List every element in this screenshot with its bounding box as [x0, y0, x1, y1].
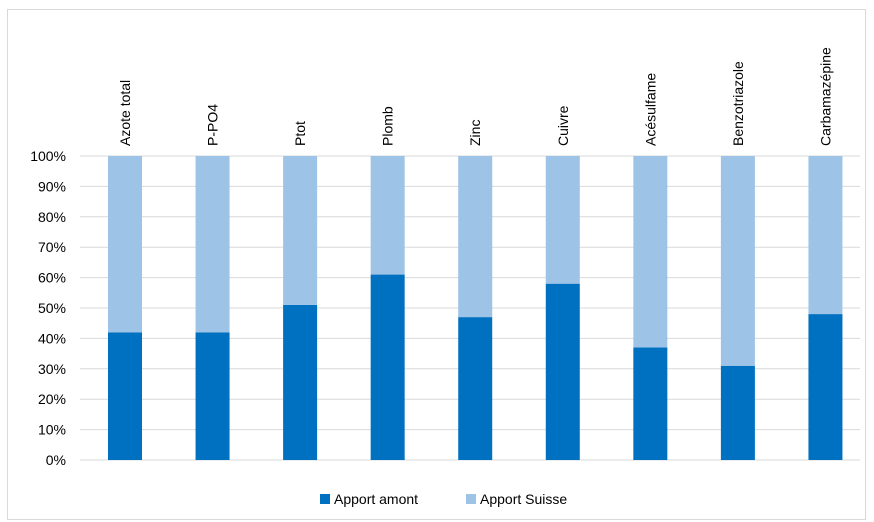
bar-segment-suisse: [370, 156, 405, 275]
y-tick-label: 0%: [46, 452, 66, 468]
y-tick-label: 50%: [38, 300, 66, 316]
bar-segment-suisse: [545, 156, 580, 284]
category-label: Benzotriazole: [730, 61, 746, 146]
category-label: Zinc: [467, 120, 483, 146]
bar-segment-amont: [545, 283, 580, 460]
legend: Apport amont Apport Suisse: [320, 491, 567, 507]
category-label: Plomb: [380, 106, 396, 146]
bar-segment-suisse: [283, 156, 318, 305]
category-label: Azote total: [117, 80, 133, 146]
bars: [108, 156, 843, 460]
y-tick-label: 30%: [38, 361, 66, 377]
legend-label: Apport Suisse: [480, 491, 567, 507]
bar-segment-suisse: [108, 156, 142, 333]
y-tick-label: 100%: [30, 148, 66, 164]
bar-segment-suisse: [458, 156, 493, 318]
y-tick-label: 80%: [38, 209, 66, 225]
bar-segment-amont: [633, 347, 668, 460]
y-axis: 0% 10% 20% 30% 40% 50% 60% 70% 80% 90% 100%: [30, 148, 66, 468]
category-label: Ptot: [292, 121, 308, 146]
y-tick-label: 10%: [38, 422, 66, 438]
y-tick-label: 70%: [38, 239, 66, 255]
bar-segment-amont: [808, 314, 843, 460]
bar-segment-suisse: [633, 156, 668, 348]
legend-swatch: [466, 494, 476, 504]
bar-segment-amont: [370, 274, 405, 460]
bar-segment-amont: [458, 317, 493, 460]
y-tick-label: 90%: [38, 178, 66, 194]
category-labels: Azote total P-PO4 Ptot Plomb Zinc Cuivre Acésu…: [117, 47, 833, 146]
bar-segment-amont: [195, 332, 230, 460]
legend-swatch: [320, 494, 330, 504]
y-tick-label: 20%: [38, 391, 66, 407]
category-label: Cuivre: [555, 105, 571, 146]
bar-segment-amont: [720, 365, 755, 460]
bar-segment-amont: [108, 332, 142, 460]
bar-segment-amont: [283, 304, 318, 460]
category-label: P-PO4: [205, 104, 221, 146]
category-label: Carbamazépine: [817, 47, 833, 146]
y-tick-label: 40%: [38, 330, 66, 346]
bar-segment-suisse: [720, 156, 755, 366]
bar-segment-suisse: [808, 156, 843, 315]
bar-segment-suisse: [195, 156, 230, 333]
category-label: Acésulfame: [642, 73, 658, 146]
legend-label: Apport amont: [334, 491, 418, 507]
y-tick-label: 60%: [38, 270, 66, 286]
